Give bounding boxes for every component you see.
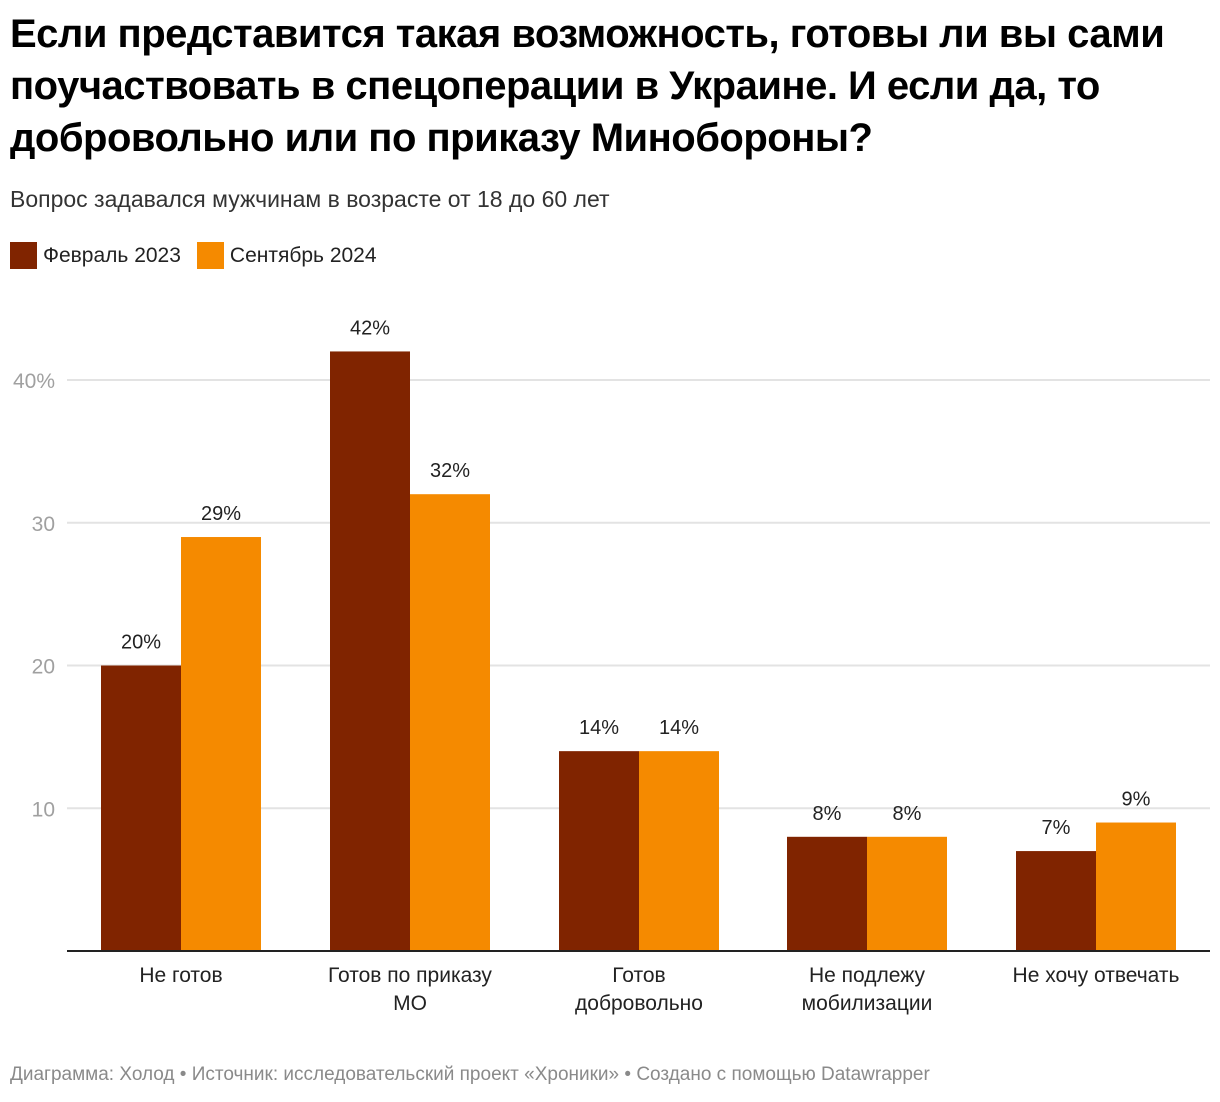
x-tick-label-line: Не подлежу bbox=[808, 964, 925, 987]
data-label: 8% bbox=[813, 803, 842, 825]
legend-swatch-feb-2023 bbox=[10, 242, 37, 269]
data-label: 9% bbox=[1122, 789, 1151, 811]
bar bbox=[867, 836, 947, 951]
legend-label-sep-2024: Сентябрь 2024 bbox=[229, 243, 377, 267]
x-tick-label: Готов по приказу МО bbox=[300, 962, 520, 1018]
legend-swatch-sep-2024 bbox=[196, 242, 224, 269]
data-label: 8% bbox=[893, 803, 922, 825]
y-tick-label: 10 bbox=[32, 798, 55, 821]
data-label: 7% bbox=[1042, 817, 1071, 839]
x-tick-label-line: Готов bbox=[612, 964, 666, 987]
bar bbox=[787, 836, 867, 951]
legend-label-feb-2023: Февраль 2023 bbox=[43, 243, 181, 267]
x-tick-label-line: МО bbox=[393, 992, 427, 1015]
bar bbox=[101, 665, 181, 951]
footer-credits: Диаграмма: Холод • Источник: исследовате… bbox=[10, 1064, 930, 1085]
bar bbox=[559, 751, 639, 951]
x-tick-label: Готов добровольно bbox=[529, 962, 749, 1018]
data-label: 14% bbox=[579, 717, 619, 739]
legend: Февраль 2023 Сентябрь 2024 bbox=[10, 242, 393, 269]
bar bbox=[1016, 851, 1096, 951]
x-tick-label-line: Не хочу отвечать bbox=[1012, 964, 1180, 987]
data-label: 32% bbox=[430, 460, 470, 482]
y-tick-label: 20 bbox=[32, 656, 55, 679]
bar bbox=[330, 351, 410, 951]
bar bbox=[1096, 822, 1176, 951]
x-tick-label-line: Готов по приказу bbox=[328, 964, 492, 987]
x-tick-label-line: добровольно bbox=[575, 992, 703, 1015]
data-label: 14% bbox=[659, 717, 699, 739]
chart-title: Если представится такая возможность, гот… bbox=[10, 12, 1165, 160]
legend-item-sep-2024: Сентябрь 2024 bbox=[196, 242, 377, 269]
bar bbox=[410, 494, 490, 951]
data-label: 20% bbox=[121, 632, 161, 654]
chart-subtitle: Вопрос задавался мужчинам в возрасте от … bbox=[10, 186, 610, 212]
x-tick-label: Не подлежу мобилизации bbox=[757, 962, 977, 1018]
x-tick-label: Не хочу отвечать bbox=[986, 962, 1206, 990]
x-tick-label-line: мобилизации bbox=[801, 992, 933, 1015]
data-label: 42% bbox=[350, 317, 390, 339]
bar bbox=[181, 537, 261, 951]
y-tick-label: 40% bbox=[13, 370, 55, 393]
data-label: 29% bbox=[201, 503, 241, 525]
x-tick-label-line: Не готов bbox=[139, 964, 223, 987]
bar bbox=[639, 751, 719, 951]
legend-item-feb-2023: Февраль 2023 bbox=[10, 242, 181, 269]
y-tick-label: 30 bbox=[32, 513, 55, 536]
x-tick-label: Не готов bbox=[71, 962, 291, 990]
